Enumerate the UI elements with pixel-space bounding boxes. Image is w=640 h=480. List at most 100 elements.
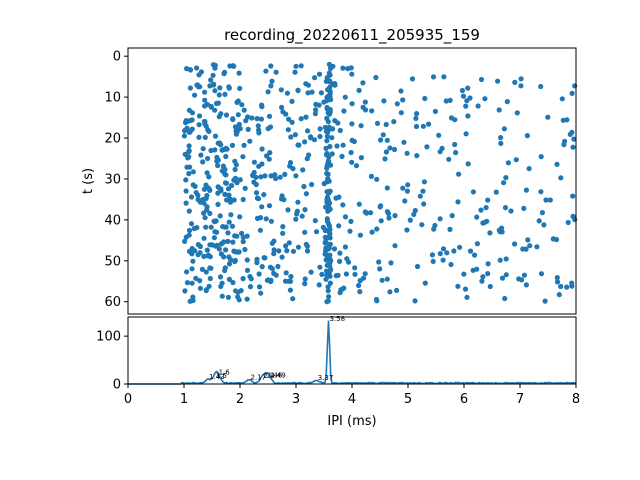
scatter-point [204,204,210,210]
scatter-point [316,71,323,77]
scatter-point [237,177,243,183]
scatter-point [202,103,208,109]
scatter-point [569,280,575,286]
scatter-point [230,239,236,245]
scatter-point [259,146,265,152]
scatter-point [184,280,191,286]
scatter-point [499,275,506,281]
scatter-point [295,199,301,205]
scatter-point [432,108,438,114]
scatter-point [369,229,375,235]
scatter-point [201,235,207,241]
scatter-point [545,114,551,120]
scatter-point [195,197,201,203]
scatter-point [215,190,221,196]
scatter-point [262,255,268,261]
scatter-point [554,279,561,285]
peak-label: 3.37 [318,374,334,382]
scatter-point [212,107,218,113]
scatter-point [247,138,253,144]
ipi-histogram-line [128,320,576,385]
scatter-point [202,215,208,221]
scatter-point [324,170,330,177]
scatter-point [337,258,343,264]
scatter-point [212,88,218,94]
scatter-point [259,264,265,270]
scatter-point [465,161,471,167]
scatter-point [215,201,221,207]
scatter-point [203,287,209,294]
scatter-point [225,186,232,192]
scatter-point [229,142,236,148]
scatter-point [356,87,362,93]
scatter-point [298,116,304,122]
scatter-point [232,175,239,181]
scatter-point [248,276,254,282]
scatter-point [207,187,213,193]
top-plot-frame [127,47,577,315]
scatter-point [317,133,323,140]
scatter-point [348,218,354,224]
y-tick-label: 100 [96,330,121,345]
scatter-point [231,197,237,203]
scatter-point [437,251,443,257]
scatter-point [222,191,228,197]
scatter-point [470,189,476,195]
ipi-histogram-series [128,320,576,385]
scatter-point [276,248,282,254]
scatter-point [305,82,311,88]
scatter-point [556,292,562,298]
scatter-point [504,99,510,105]
scatter-point [327,241,333,247]
scatter-point [421,201,427,207]
peak-label: 1.43 [209,373,225,381]
scatter-point [230,116,236,123]
scatter-point [236,70,242,76]
scatter-point [526,166,532,172]
scatter-point [196,122,202,128]
scatter-point [564,284,570,290]
scatter-point [197,285,203,291]
scatter-point [210,72,216,78]
scatter-point [183,234,189,240]
scatter-point [518,76,524,82]
scatter-point [538,189,544,195]
scatter-point [298,63,304,69]
scatter-point [325,119,331,125]
scatter-point [186,171,192,177]
scatter-point [326,154,332,160]
scatter-point [255,196,262,202]
scatter-point [449,213,455,219]
scatter-point [340,65,346,71]
scatter-point [503,256,509,262]
scatter-point [255,123,261,129]
scatter-point [222,91,228,97]
y-tick-label: 10 [104,91,121,106]
scatter-point [324,133,330,139]
scatter-point [362,271,368,277]
scatter-point [437,216,443,222]
scatter-point [446,156,452,162]
scatter-point [279,104,285,110]
scatter-point [285,127,291,133]
scatter-point [292,132,298,138]
scatter-point [234,233,240,239]
scatter-point [421,179,427,185]
scatter-point [523,282,530,288]
scatter-point [339,153,345,159]
scatter-point [284,90,290,96]
scatter-point [227,63,233,69]
scatter-point [218,111,224,117]
scatter-point [496,107,502,113]
scatter-point [206,283,212,289]
scatter-point [464,294,470,300]
scatter-point [475,103,481,109]
scatter-point [249,115,255,121]
y-tick-label: 50 [104,254,121,269]
scatter-point [444,250,450,256]
scatter-point [271,251,277,257]
scatter-point [378,218,384,224]
scatter-point [267,124,274,130]
scatter-point [474,241,480,247]
scatter-point [263,68,269,74]
